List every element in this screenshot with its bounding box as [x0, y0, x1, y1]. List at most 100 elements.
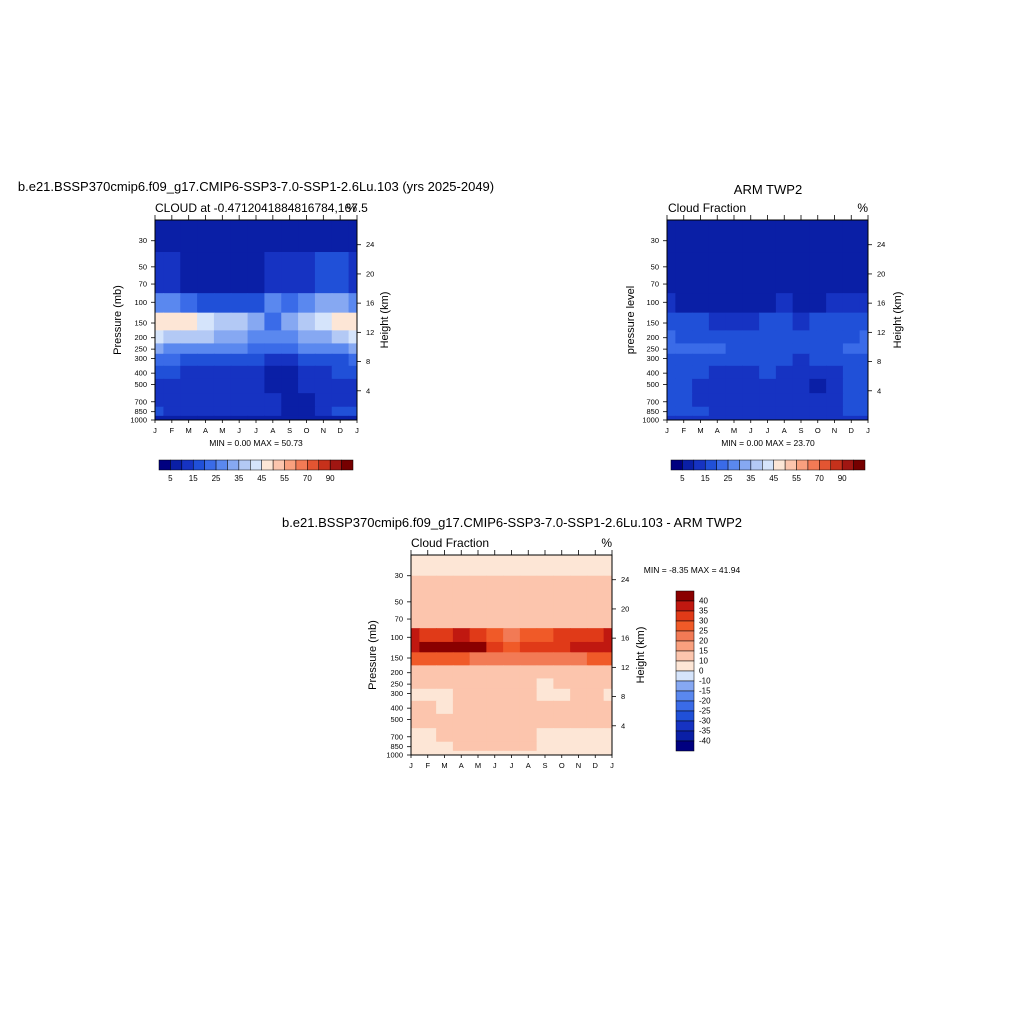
contour-cell — [314, 393, 333, 408]
contour-cell — [411, 713, 420, 729]
contour-cell — [197, 293, 215, 314]
contour-cell — [859, 415, 868, 420]
colorbar-swatch — [341, 459, 354, 471]
panel-obs-subtitle-left: Cloud Fraction — [668, 201, 746, 215]
colorbar-label: -40 — [699, 737, 711, 746]
contour-cell — [667, 378, 676, 394]
contour-cell — [486, 607, 504, 629]
y-tick-label: 50 — [395, 597, 403, 606]
contour-cell — [519, 575, 538, 609]
contour-cell — [452, 641, 471, 653]
contour-cell — [163, 353, 181, 367]
contour-cell — [452, 728, 471, 743]
contour-cell — [298, 406, 316, 417]
contour-cell — [155, 312, 165, 331]
contour-cell — [792, 378, 810, 394]
contour-cell — [411, 555, 420, 577]
colorbar-swatch — [250, 459, 262, 471]
contour-cell — [536, 678, 554, 690]
contour-cell — [809, 312, 827, 331]
contour-cell — [553, 628, 571, 643]
contour-cell — [553, 678, 571, 690]
panel-obs-subtitle-right: % — [857, 201, 868, 215]
colorbar-swatch — [181, 459, 194, 471]
contour-cell — [586, 665, 605, 680]
height-tick-label: 8 — [877, 357, 881, 366]
height-tick-label: 24 — [366, 240, 374, 249]
contour-cell — [536, 575, 554, 609]
contour-cell — [708, 343, 727, 355]
contour-cell — [348, 330, 357, 345]
contour-cell — [436, 728, 454, 743]
contour-cell — [411, 678, 420, 690]
colorbar-swatch — [675, 620, 695, 632]
contour-cell — [553, 575, 571, 609]
contour-cell — [452, 741, 471, 752]
contour-cell — [553, 665, 571, 680]
height-tick-label: 24 — [877, 240, 885, 249]
height-tick-label: 8 — [621, 692, 625, 701]
x-tick-label: F — [425, 761, 430, 770]
y-tick-label: 250 — [134, 345, 147, 354]
x-tick-label: N — [321, 426, 326, 435]
x-tick-label: F — [681, 426, 686, 435]
contour-cell — [298, 330, 316, 345]
height-tick-label: 8 — [366, 357, 370, 366]
contour-cell — [230, 393, 249, 408]
contour-cell — [419, 750, 437, 755]
y-tick-label: 150 — [134, 319, 147, 328]
contour-cell — [859, 393, 868, 408]
contour-cell — [180, 220, 198, 253]
contour-cell — [503, 652, 521, 666]
contour-cell — [536, 688, 554, 702]
contour-cell — [775, 220, 794, 253]
contour-cell — [536, 728, 554, 743]
contour-cell — [809, 343, 827, 355]
colorbar-label: 15 — [189, 474, 198, 483]
y-tick-label: 150 — [390, 654, 403, 663]
contour-cell — [281, 365, 299, 380]
contour-cell — [230, 293, 249, 314]
contour-cell — [675, 330, 693, 345]
contour-cell — [759, 415, 777, 420]
contour-cell — [553, 555, 571, 577]
contour-cell — [553, 700, 571, 715]
contour-cell — [809, 330, 827, 345]
contour-cell — [826, 365, 844, 380]
y-tick-label: 100 — [646, 298, 659, 307]
contour-cell — [675, 365, 693, 380]
contour-cell — [247, 330, 266, 345]
colorbar-label: 40 — [699, 597, 708, 606]
contour-cell — [264, 406, 282, 417]
colorbar-swatch — [272, 459, 285, 471]
contour-cell — [452, 700, 471, 715]
contour-cell — [725, 220, 743, 253]
contour-cell — [331, 343, 350, 355]
contour-cell — [419, 678, 437, 690]
contour-cell — [667, 220, 676, 253]
contour-cell — [603, 555, 612, 577]
contour-cell — [230, 365, 249, 380]
contour-cell — [603, 700, 612, 715]
contour-cell — [247, 293, 266, 314]
contour-cell — [503, 728, 521, 743]
contour-cell — [859, 220, 868, 253]
x-tick-label: F — [170, 426, 175, 435]
contour-cell — [281, 220, 299, 253]
contour-cell — [519, 728, 538, 743]
contour-cell — [586, 628, 605, 643]
contour-cell — [281, 353, 299, 367]
colorbar-swatch — [204, 459, 217, 471]
x-tick-label: N — [832, 426, 837, 435]
contour-cell — [452, 688, 471, 702]
contour-cell — [331, 353, 350, 367]
y-tick-label: 250 — [646, 345, 659, 354]
contour-cell — [331, 252, 350, 294]
colorbar-label: 55 — [792, 474, 801, 483]
contour-cell — [436, 607, 454, 629]
colorbar-swatch — [784, 459, 797, 471]
contour-cell — [314, 378, 333, 394]
colorbar-swatch — [675, 680, 695, 692]
x-tick-label: M — [731, 426, 737, 435]
contour-cell — [469, 665, 487, 680]
